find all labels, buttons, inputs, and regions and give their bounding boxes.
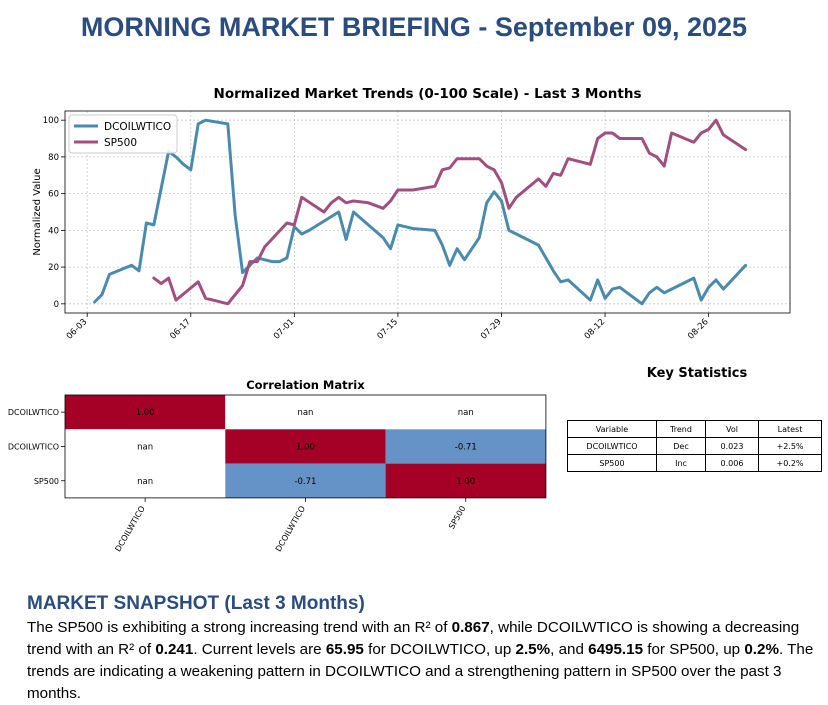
snapshot-text-part: , and [550,641,589,658]
heatmap-cell [385,429,546,464]
snapshot-text-part: for SP500, up [643,641,745,658]
heatmap-cell-label: -0.71 [294,477,316,487]
snapshot-text-part: . The trends are indicating a weakening … [27,641,814,702]
heatmap-cell [225,463,386,498]
stats-row: DCOILWTICO Dec 0.023 +2.5% [567,437,822,455]
x-tick-label: 06-03 [65,317,90,342]
heatmap-col-label: DCOILWTICO [274,504,307,553]
y-tick-label: 40 [48,226,59,236]
x-tick-label: 08-12 [583,317,608,342]
stats-cell: SP500 [567,454,657,472]
stats-header-cell: Vol [705,420,759,438]
page-title: MORNING MARKET BRIEFING - September 09, … [80,12,748,42]
stats-cell: 0.006 [705,454,759,472]
stats-header-row: Variable Trend Vol Latest [567,420,822,438]
plot-frame [64,110,791,314]
y-tick-label: 0 [54,300,59,310]
heatmap-cell [65,429,226,464]
heatmap-cell-label: nan [137,442,153,452]
y-tick-label: 20 [48,263,59,273]
key-statistics-table: Variable Trend Vol Latest DCOILWTICO Dec… [567,420,822,472]
snapshot-text: The SP500 is exhibiting a strong increas… [27,617,817,705]
heatmap-row-label: DCOILWTICO [8,442,59,451]
snapshot-highlight: 2.5% [515,641,551,658]
heatmap-cell-label: 1.00 [296,442,315,452]
legend-label: SP500 [104,137,137,149]
stats-cell: Dec [656,437,706,455]
snapshot-highlight: 65.95 [325,641,364,658]
series-line-dcoilwtico [93,118,748,306]
y-axis-label: Normalized Value [32,168,43,255]
heatmap-col-label: DCOILWTICO [114,504,147,553]
stats-cell: DCOILWTICO [567,437,657,455]
heatmap-cell-label: -0.71 [455,442,477,452]
snapshot-text-part: The SP500 is exhibiting a strong increas… [27,619,452,636]
snapshot-highlight: 0.241 [155,641,194,658]
y-tick-label: 60 [48,190,59,200]
chart-canvas: Normalized Market Trends (0-100 Scale) -… [8,86,791,553]
snapshot-highlight: 0.2% [744,641,779,658]
key-statistics-title: Key Statistics [646,366,748,381]
x-tick-label: 07-15 [375,317,400,342]
heatmap-cell-label: nan [137,477,153,487]
heatmap-cell-label: nan [297,408,313,418]
snapshot-text-part: , while DCOILWTICO is showing a decreasi… [27,619,800,658]
heatmap-row-label: DCOILWTICO [8,408,59,417]
snapshot-text-part: . Current levels are [193,641,326,658]
heatmap-title: Correlation Matrix [246,378,365,392]
heatmap-cell-label: 1.00 [456,477,475,487]
y-tick-label: 100 [43,116,59,126]
x-tick-label: 07-01 [272,317,297,342]
heatmap-cell [65,463,226,498]
heatmap-row-label: SP500 [34,477,59,486]
market-snapshot: MARKET SNAPSHOT (Last 3 Months) The SP50… [27,593,817,705]
stats-header-cell: Trend [656,420,706,438]
heatmap-cell-label: nan [458,408,474,418]
y-tick-label: 80 [48,153,59,163]
snapshot-highlight: 6495.15 [588,641,644,658]
heatmap-cell [385,395,546,430]
snapshot-heading: MARKET SNAPSHOT (Last 3 Months) [27,593,365,614]
stats-cell: +0.2% [758,454,822,472]
x-tick-label: 06-17 [168,317,193,342]
correlation-heatmap: Correlation Matrix 1.00 nan nan nan 1.00 -0.71… [8,378,547,553]
series-line-sp500 [152,118,748,306]
stats-cell: 0.023 [705,437,759,455]
snapshot-text-part: for DCOILWTICO, up [363,641,516,658]
x-tick-label: 07-29 [479,317,504,342]
line-chart-title: Normalized Market Trends (0-100 Scale) -… [214,86,642,102]
heatmap-cell [385,463,546,498]
legend-label: DCOILWTICO [104,121,171,133]
snapshot-highlight: 0.867 [451,619,490,636]
heatmap-cell [225,395,386,430]
heatmap-col-label: SP500 [447,504,467,530]
heatmap-cell-label: 1.00 [136,408,155,418]
stats-header-cell: Variable [567,420,657,438]
stats-header-cell: Latest [758,420,822,438]
line-chart: Normalized Market Trends (0-100 Scale) -… [32,86,791,342]
x-tick-label: 08-26 [686,317,711,342]
stats-cell: Inc [656,454,706,472]
heatmap-cell [65,395,226,430]
stats-cell: +2.5% [758,437,822,455]
heatmap-cell [225,429,386,464]
stats-row: SP500 Inc 0.006 +0.2% [567,454,822,472]
